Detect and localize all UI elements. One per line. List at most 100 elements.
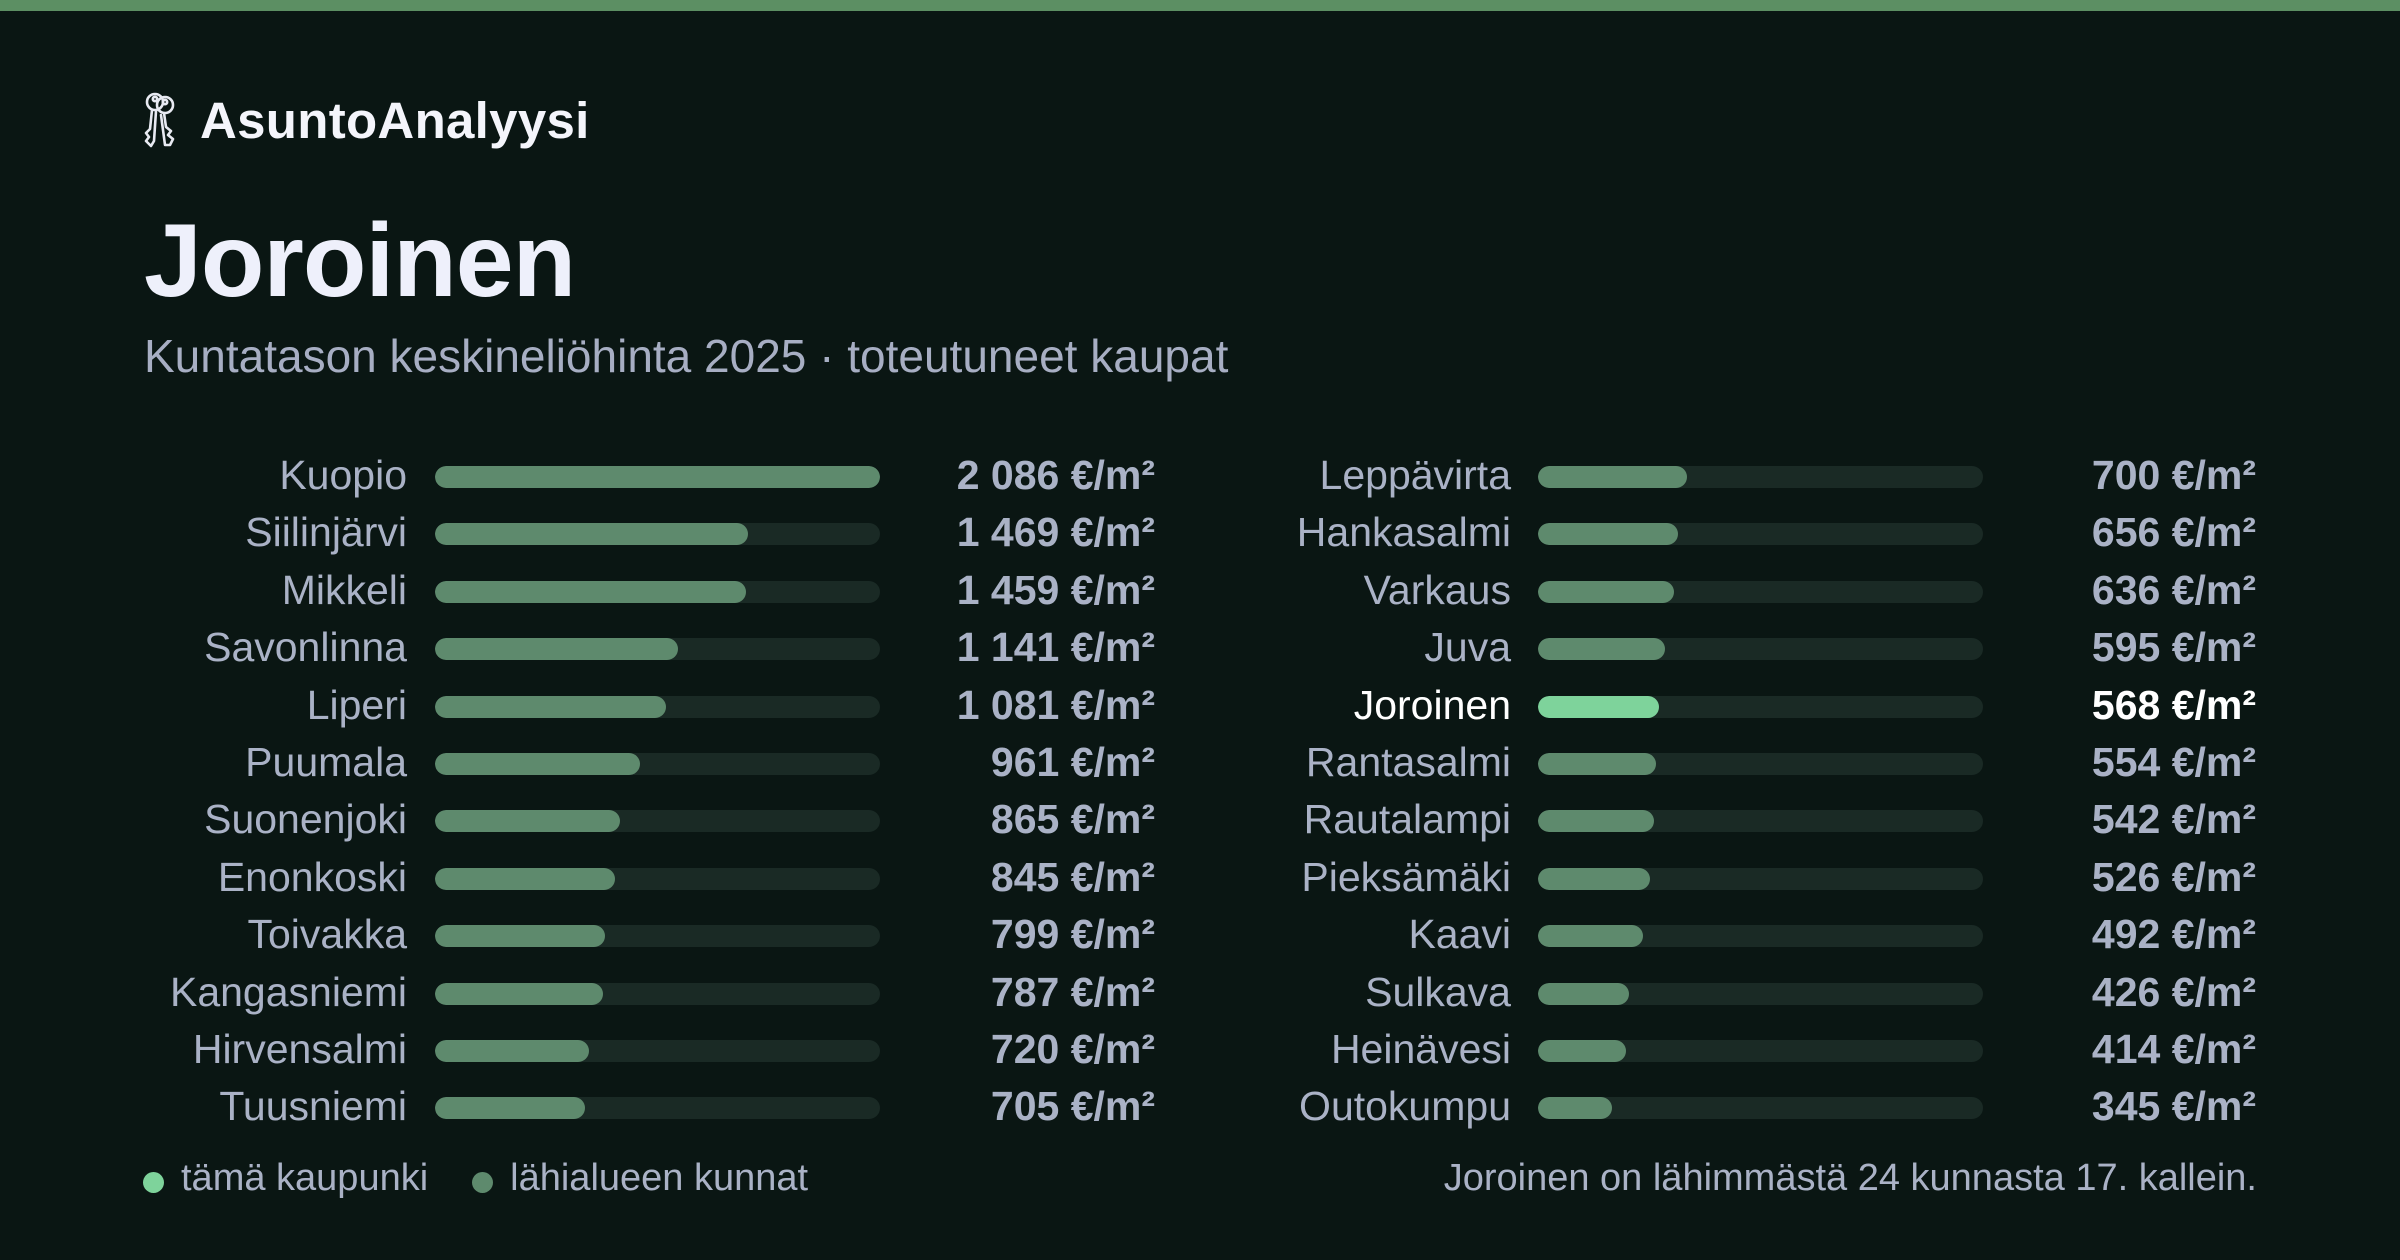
bar-row: Savonlinna 1 141 €/m² (130, 619, 1155, 676)
municipality-label: Kangasniemi (169, 968, 407, 1015)
municipality-label: Heinävesi (1330, 1025, 1511, 1072)
bar-track (1538, 466, 1983, 488)
municipality-label: Pieksämäki (1301, 853, 1511, 900)
bar-row: Outokumpu 345 €/m² (1234, 1078, 2256, 1135)
page-title: Joroinen (144, 203, 576, 319)
bar-track (1538, 580, 1983, 603)
bar-track (435, 810, 880, 833)
value-label: 1 081 €/m² (956, 681, 1155, 728)
bar-row: Hankasalmi 656 €/m² (1234, 504, 2256, 561)
bar-track (435, 466, 880, 488)
bar-track (435, 752, 880, 775)
bar-track (1538, 523, 1983, 546)
bar-row: Toivakka 799 €/m² (130, 906, 1155, 963)
bar-fill (1538, 638, 1665, 661)
bar-track (435, 867, 880, 890)
municipality-label: Kaavi (1408, 911, 1511, 958)
bar-fill (435, 810, 620, 833)
bar-fill (435, 580, 747, 603)
value-label: 2 086 €/m² (956, 452, 1155, 498)
municipality-label: Siilinjärvi (245, 509, 407, 556)
municipality-label: Outokumpu (1299, 1083, 1511, 1130)
municipality-label: Tuusniemi (219, 1083, 407, 1130)
chart-column-left: Kuopio 2 086 €/m² Siilinjärvi 1 469 €/m² Mik… (130, 447, 1155, 1136)
bar-fill (435, 925, 606, 948)
bar-track (1538, 867, 1983, 890)
bar-row: Pieksämäki 526 €/m² (1234, 849, 2256, 906)
value-label: 720 €/m² (990, 1025, 1155, 1072)
bar-track (435, 523, 880, 546)
value-label: 961 €/m² (990, 738, 1155, 785)
value-label: 700 €/m² (2091, 452, 2256, 498)
bar-fill (435, 1039, 589, 1062)
municipality-label: Enonkoski (217, 853, 407, 900)
bar-track (1538, 1097, 1983, 1120)
value-label: 636 €/m² (2091, 566, 2256, 613)
value-label: 568 €/m² (2091, 681, 2256, 728)
value-label: 426 €/m² (2091, 968, 2256, 1015)
municipality-label: Savonlinna (204, 624, 407, 671)
value-label: 1 469 €/m² (956, 509, 1155, 556)
municipality-label: Rantasalmi (1305, 738, 1511, 785)
bar-track (435, 638, 880, 661)
bar-fill (435, 523, 749, 546)
municipality-label: Rautalampi (1303, 796, 1511, 843)
top-accent-bar (0, 0, 2400, 11)
bar-track (435, 695, 880, 718)
bar-row: Sulkava 426 €/m² (1234, 964, 2256, 1021)
municipality-label: Leppävirta (1319, 452, 1511, 498)
bar-row: Heinävesi 414 €/m² (1234, 1021, 2256, 1078)
bar-track (1538, 695, 1983, 718)
municipality-label: Toivakka (247, 911, 407, 958)
municipality-label: Suonenjoki (204, 796, 407, 843)
bar-fill (435, 695, 666, 718)
bar-row: Liperi 1 081 €/m² (130, 677, 1155, 734)
bar-row: Suonenjoki 865 €/m² (130, 791, 1155, 848)
bar-fill (1538, 810, 1654, 833)
value-label: 554 €/m² (2091, 738, 2256, 785)
legend-label-this-city: tämä kaupunki (181, 1156, 429, 1199)
value-label: 542 €/m² (2091, 796, 2256, 843)
keys-icon (144, 92, 175, 148)
value-label: 799 €/m² (990, 911, 1155, 958)
bar-fill (435, 867, 616, 890)
page-subtitle: Kuntatason keskineliöhinta 2025 · toteut… (144, 330, 1229, 382)
brand-name: AsuntoAnalyysi (200, 91, 590, 149)
bar-fill (1538, 523, 1678, 546)
bar-fill (435, 638, 679, 661)
legend-dot-default (472, 1171, 494, 1193)
bar-row: Kaavi 492 €/m² (1234, 906, 2256, 963)
municipality-label: Hirvensalmi (192, 1025, 407, 1072)
bar-track (1538, 982, 1983, 1005)
bar-row: Joroinen 568 €/m² (1234, 677, 2256, 734)
bar-fill (435, 1097, 586, 1120)
bar-fill (1538, 1039, 1627, 1062)
value-label: 1 141 €/m² (956, 624, 1155, 671)
bar-row: Rantasalmi 554 €/m² (1234, 734, 2256, 791)
brand: AsuntoAnalyysi (142, 91, 590, 149)
legend-item-this-city: tämä kaupunki (143, 1157, 428, 1200)
legend-label-nearby: lähialueen kunnat (510, 1156, 809, 1199)
value-label: 656 €/m² (2091, 509, 2256, 556)
bar-row: Mikkeli 1 459 €/m² (130, 562, 1155, 619)
chart-column-right: Leppävirta 700 €/m² Hankasalmi 656 €/m² Vark… (1234, 447, 2256, 1136)
value-label: 787 €/m² (990, 968, 1155, 1015)
bar-row: Enonkoski 845 €/m² (130, 849, 1155, 906)
value-label: 414 €/m² (2091, 1025, 2256, 1072)
legend: tämä kaupunki lähialueen kunnat (143, 1148, 852, 1208)
value-label: 345 €/m² (2091, 1083, 2256, 1130)
bar-track (435, 982, 880, 1005)
bar-fill (1538, 695, 1660, 718)
bar-track (1538, 638, 1983, 661)
bar-row: Tuusniemi 705 €/m² (130, 1078, 1155, 1135)
bar-fill (1538, 982, 1629, 1005)
value-label: 705 €/m² (990, 1083, 1155, 1130)
municipality-label: Varkaus (1363, 566, 1511, 613)
bar-fill (1538, 925, 1643, 948)
municipality-label: Hankasalmi (1296, 509, 1511, 556)
bar-fill (1538, 580, 1674, 603)
bar-row: Varkaus 636 €/m² (1234, 562, 2256, 619)
municipality-label: Mikkeli (281, 566, 407, 613)
municipality-label: Joroinen (1353, 681, 1511, 728)
municipality-label: Juva (1424, 624, 1511, 671)
